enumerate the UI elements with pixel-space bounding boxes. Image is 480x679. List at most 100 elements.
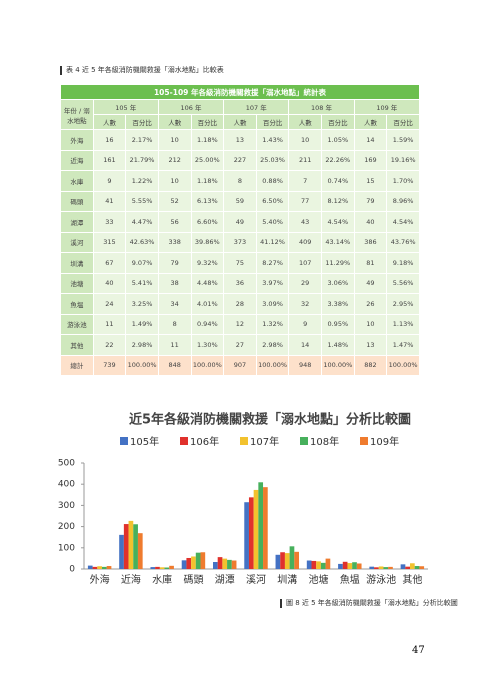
y-tick-label: 200 xyxy=(58,522,75,532)
table-cell: 1.32% xyxy=(255,313,290,335)
bar xyxy=(405,566,411,569)
bar xyxy=(169,565,174,569)
bar xyxy=(306,560,312,569)
table-cell: 34 xyxy=(157,293,192,315)
table-cell: 6.50% xyxy=(255,190,290,212)
table-cell: 28 xyxy=(223,293,257,315)
y-tick-label: 300 xyxy=(58,501,75,511)
table-cell: 41.12% xyxy=(255,231,290,253)
bar xyxy=(137,533,143,569)
table-cell: 2.98% xyxy=(255,334,290,356)
table-cell: 14 xyxy=(353,129,388,151)
chart-title: 近5年各級消防機關救援「溺水地點」分析比較圖 xyxy=(129,412,411,428)
bar xyxy=(150,567,156,569)
table-cell: 5.55% xyxy=(125,190,159,212)
legend-swatch xyxy=(360,437,368,445)
table-cell: 13 xyxy=(353,334,388,356)
table-cell: 1.05% xyxy=(321,129,355,151)
table-cell: 4.54% xyxy=(386,211,420,233)
table-cell: 59 xyxy=(223,190,257,212)
table-cell: 11.29% xyxy=(321,252,355,274)
table-cell: 3.97% xyxy=(255,272,290,294)
table-cell: 年份 / 溺水地點 xyxy=(60,99,94,130)
table-cell: 109 年 xyxy=(353,99,421,115)
x-tick-label: 外海 xyxy=(90,573,110,586)
x-tick-label: 湖潭 xyxy=(215,574,235,586)
bar xyxy=(159,567,165,569)
legend-swatch xyxy=(180,437,188,445)
table-cell: 42.63% xyxy=(125,231,159,253)
table-cell: 4.47% xyxy=(125,211,159,233)
bar xyxy=(227,559,232,569)
table-row: 溪河 315 42.63% 338 39.86% 373 41.12% 409 43.14% 38… xyxy=(60,231,420,253)
bar xyxy=(419,566,425,569)
table-row: 近海 161 21.79% 212 25.00% 227 25.03% 211 22.26% 16… xyxy=(60,149,420,171)
table-cell: 81 xyxy=(353,252,388,274)
table-cell: 3.09% xyxy=(255,293,290,315)
table-cell: 56 xyxy=(157,211,192,233)
bar xyxy=(284,553,290,569)
table-cell: 21.79% xyxy=(125,149,159,171)
table-cell: 1.48% xyxy=(321,334,355,356)
table-cell: 29 xyxy=(288,272,322,294)
table-cell: 10 xyxy=(157,129,192,151)
table-cell: 212 xyxy=(157,149,192,171)
bar xyxy=(101,566,107,569)
table-cell: 1.22% xyxy=(125,170,159,192)
bar xyxy=(388,566,393,569)
table-cell: 24 xyxy=(92,293,127,315)
table-cell: 0.74% xyxy=(321,170,355,192)
bar xyxy=(369,566,375,569)
bar xyxy=(181,560,187,569)
table-cell: 池塘 xyxy=(60,272,94,294)
table-cell: 338 xyxy=(157,231,192,253)
table-cell: 8.27% xyxy=(255,252,290,274)
table-cell: 106 年 xyxy=(157,99,225,115)
table: 105-109 年各級消防機關救援「溺水地點」統計表 年份 / 溺水地點 105 年… xyxy=(60,84,421,376)
table-cell: 161 xyxy=(92,149,127,171)
table-cell: 26 xyxy=(353,293,388,315)
table-cell: 5.40% xyxy=(255,211,290,233)
table-cell: 5.56% xyxy=(386,272,420,294)
table-cell: 848 xyxy=(157,354,192,376)
bar xyxy=(200,552,206,569)
table-cell: 13 xyxy=(223,129,257,151)
bar xyxy=(253,489,259,569)
bar xyxy=(106,566,112,569)
bar xyxy=(128,520,134,569)
y-tick-label: 400 xyxy=(58,480,75,490)
bar xyxy=(164,567,170,569)
table-row: 其他 22 2.98% 11 1.30% 27 2.98% 14 1.48% 13 1.47% xyxy=(60,334,420,356)
x-tick-label: 游泳池 xyxy=(366,573,396,586)
table-cell: 4.54% xyxy=(321,211,355,233)
bar xyxy=(248,497,254,569)
table-cell: 外海 xyxy=(60,129,94,151)
table-cell: 77 xyxy=(288,190,322,212)
table-cell: 49 xyxy=(223,211,257,233)
table-cell: 315 xyxy=(92,231,127,253)
x-tick-label: 池塘 xyxy=(309,573,329,586)
bar xyxy=(258,482,264,569)
table-cell: 9 xyxy=(288,313,322,335)
figure-caption: 圖 8 近 5 年各級消防機關救援「溺水地點」分析比較圖 xyxy=(280,599,458,608)
table-cell: 409 xyxy=(288,231,322,253)
x-tick-label: 溪河 xyxy=(246,574,266,586)
table-cell: 16 xyxy=(92,129,127,151)
table-cell: 0.94% xyxy=(190,313,225,335)
table-cell: 1.70% xyxy=(386,170,420,192)
table-cell: 人數 xyxy=(157,114,192,130)
table-cell: 40 xyxy=(92,272,127,294)
table-cell: 43.14% xyxy=(321,231,355,253)
table-cell: 11 xyxy=(92,313,127,335)
legend-swatch xyxy=(300,437,308,445)
bar xyxy=(342,561,348,569)
table-cell: 8 xyxy=(157,313,192,335)
table-cell: 1.18% xyxy=(190,170,225,192)
table-cell: 40 xyxy=(353,211,388,233)
table-cell: 魚塭 xyxy=(60,293,94,315)
table-cell: 9.07% xyxy=(125,252,159,274)
table-cell: 游泳池 xyxy=(60,313,94,335)
table-cell: 105 年 xyxy=(92,99,159,115)
table-cell: 19.16% xyxy=(386,149,420,171)
table-cell: 5.41% xyxy=(125,272,159,294)
